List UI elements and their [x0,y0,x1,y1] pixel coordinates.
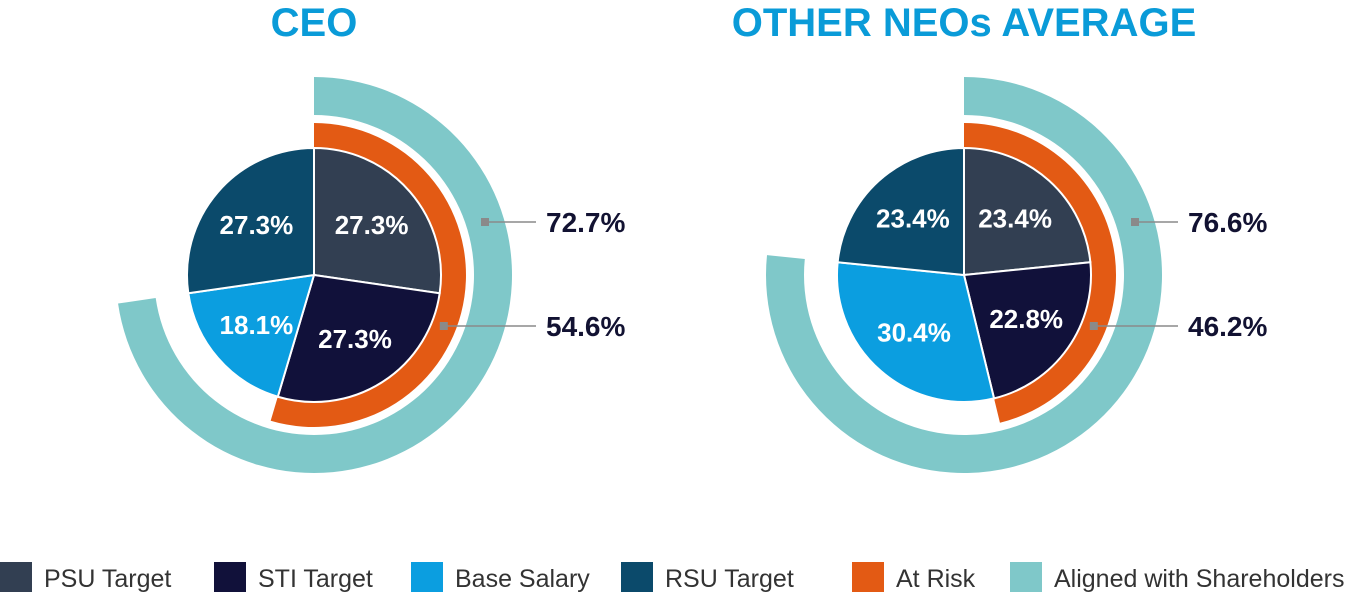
legend-swatch-psu-target [0,562,32,592]
neo-slice-label-base-salary: 30.4% [877,318,951,348]
ceo-slice-label-rsu-target: 27.3% [220,210,294,240]
ceo-slice-label-sti-target: 27.3% [318,324,392,354]
neo-slice-rsu-target [836,146,965,277]
ceo-slice-rsu-target [185,146,315,295]
neo-slice-label-rsu-target: 23.4% [876,204,950,234]
legend-swatch-base-salary [411,562,443,592]
ceo-slice-base-salary [187,273,316,398]
legend-label-psu-target: PSU Target [44,565,171,593]
ceo-slice-sti-target [276,273,441,403]
neo-callout-value-at-risk: 46.2% [1188,311,1267,342]
neo-ring-at-risk [964,123,1117,423]
neo-slice-label-sti-target: 22.8% [989,304,1063,334]
neo-callout-value-aligned-with-shareholders: 76.6% [1188,207,1267,238]
legend-swatch-rsu-target [621,562,653,592]
neo-chart-title: OTHER NEOs AVERAGE [732,1,1197,45]
neo-slice-psu-target [963,146,1092,277]
ceo-slice-label-psu-target: 27.3% [335,210,409,240]
legend-swatch-aligned-with-shareholders [1010,562,1042,592]
legend-label-base-salary: Base Salary [455,565,590,593]
legend-swatch-at-risk [852,562,884,592]
neo-slice-base-salary [836,261,996,403]
neo-slice-label-psu-target: 23.4% [978,204,1052,234]
ceo-callout-value-aligned-with-shareholders: 72.7% [546,207,625,238]
legend-label-at-risk: At Risk [896,565,976,593]
legend-label-aligned-with-shareholders: Aligned with Shareholders [1054,565,1344,593]
legend-label-sti-target: STI Target [258,565,373,593]
ceo-slice-label-base-salary: 18.1% [220,310,294,340]
ceo-callout-value-at-risk: 54.6% [546,311,625,342]
ceo-chart-title: CEO [271,1,358,45]
ceo-slice-psu-target [313,146,443,295]
legend-swatch-sti-target [214,562,246,592]
neo-slice-sti-target [962,261,1092,400]
legend-label-rsu-target: RSU Target [665,565,794,593]
ceo-ring-at-risk [270,123,466,427]
